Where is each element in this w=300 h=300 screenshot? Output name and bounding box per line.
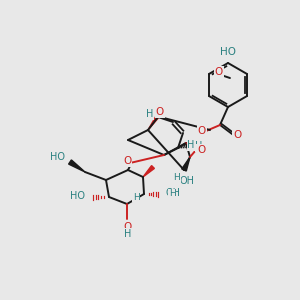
Text: OH: OH	[165, 188, 180, 198]
Text: O: O	[124, 222, 132, 232]
Text: HO: HO	[70, 191, 85, 201]
Text: O: O	[123, 156, 131, 166]
Text: O: O	[156, 107, 164, 117]
Text: H: H	[187, 140, 195, 150]
Text: H: H	[195, 141, 203, 151]
Text: H: H	[169, 190, 176, 199]
Text: H: H	[124, 229, 132, 239]
Text: H: H	[146, 109, 154, 119]
Text: O: O	[215, 67, 223, 77]
Text: H: H	[174, 173, 180, 182]
Text: O: O	[197, 145, 205, 155]
Polygon shape	[69, 160, 85, 172]
Polygon shape	[186, 143, 196, 148]
Text: HO: HO	[50, 152, 65, 162]
Text: HO: HO	[220, 47, 236, 57]
Text: OH: OH	[179, 176, 194, 186]
Polygon shape	[182, 157, 190, 171]
Polygon shape	[143, 166, 154, 177]
Text: H: H	[133, 193, 140, 202]
Text: O: O	[233, 130, 241, 140]
Polygon shape	[148, 112, 162, 130]
Text: O: O	[198, 126, 206, 136]
